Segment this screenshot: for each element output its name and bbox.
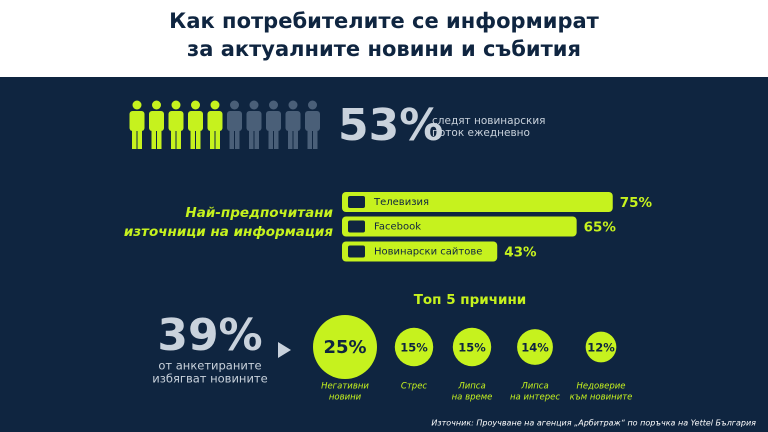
title-line: Как потребителите се информират (169, 9, 599, 33)
source-bar (342, 216, 577, 237)
person-body (227, 111, 242, 131)
reason-circle (452, 327, 492, 367)
person-body (305, 111, 320, 131)
header-band (0, 0, 768, 77)
person-head (152, 100, 161, 110)
reason-label: новини (329, 393, 362, 403)
avoid-text: избягват новините (152, 372, 267, 386)
person-body (285, 111, 301, 131)
reason-value: 15% (400, 341, 428, 355)
source-bar (342, 241, 498, 262)
person-leg (210, 129, 215, 149)
person-leg (151, 129, 156, 149)
avoid-stat: 39% (157, 310, 262, 361)
person-leg (274, 129, 279, 149)
person-head (191, 100, 200, 110)
source-name: Facebook (374, 222, 421, 233)
person-icon (285, 100, 301, 149)
reason-circle (517, 329, 553, 365)
person-body (246, 111, 262, 131)
reason-label: Липса (520, 382, 548, 392)
person-leg (293, 129, 298, 149)
reason-value: 15% (458, 341, 486, 355)
reason-circle (394, 327, 434, 367)
person-head (171, 100, 181, 110)
person-head (132, 100, 142, 110)
person-body (207, 111, 223, 131)
reason-label: към новините (570, 393, 633, 403)
source-bar (342, 192, 613, 212)
daily-stat: 53% (338, 100, 443, 151)
avoid-text: от анкетираните (158, 359, 261, 373)
source-icon (348, 245, 365, 258)
person-leg (157, 129, 162, 149)
source-value: 43% (504, 245, 537, 261)
person-head (210, 100, 220, 110)
person-body (129, 111, 145, 131)
person-leg (196, 129, 201, 149)
person-leg (229, 129, 234, 149)
reason-circle (585, 331, 617, 363)
person-icon (168, 100, 184, 149)
person-icon (149, 100, 164, 149)
person-leg (176, 129, 181, 149)
person-icon (129, 100, 145, 149)
source-name: Телевизия (373, 197, 429, 208)
person-leg (288, 129, 293, 149)
reason-label: на време (452, 393, 493, 403)
person-icon (207, 100, 223, 149)
source-icon (348, 220, 365, 233)
reason-label: Стрес (401, 382, 428, 392)
person-head (230, 100, 239, 110)
source-note: Източник: Проучване на агенция „Арбитраж… (431, 419, 756, 428)
daily-text: следят новинарския (432, 115, 546, 127)
person-leg (313, 129, 318, 149)
person-body (149, 111, 164, 131)
person-leg (249, 129, 254, 149)
person-body (188, 111, 203, 131)
person-leg (307, 129, 312, 149)
person-head (308, 100, 317, 110)
reason-label: Негативни (321, 382, 369, 392)
person-leg (132, 129, 137, 149)
person-icon (305, 100, 320, 149)
person-leg (254, 129, 259, 149)
reason-label: Недоверие (576, 382, 625, 392)
title-line: за актуалните новини и събития (187, 37, 581, 61)
arrow (278, 342, 291, 358)
sources-heading: Най-предпочитани (185, 205, 333, 221)
reasons-title: Топ 5 причини (414, 292, 527, 308)
person-leg (137, 129, 142, 149)
person-head (249, 100, 259, 110)
person-leg (268, 129, 273, 149)
people-icons (129, 100, 320, 149)
source-name: Новинарски сайтове (374, 247, 482, 258)
reason-circle (313, 315, 377, 379)
person-icon (188, 100, 203, 149)
person-leg (215, 129, 220, 149)
person-head (288, 100, 298, 110)
reason-label: Липса (457, 382, 485, 392)
reason-value: 12% (587, 341, 615, 355)
reason-label: на интерес (510, 393, 560, 403)
person-icon (266, 100, 281, 149)
person-leg (190, 129, 195, 149)
person-icon (246, 100, 262, 149)
person-head (269, 100, 278, 110)
source-icon (348, 196, 365, 208)
person-body (168, 111, 184, 131)
reason-value: 25% (323, 337, 366, 358)
person-icon (227, 100, 242, 149)
person-leg (171, 129, 176, 149)
daily-text: поток ежедневно (432, 127, 530, 139)
source-value: 65% (584, 220, 617, 236)
reason-value: 14% (521, 341, 549, 355)
source-bars: Телевизия 75% Facebook 65% Новинарски сайтов… (342, 192, 653, 262)
source-value: 75% (620, 195, 653, 211)
person-body (266, 111, 281, 131)
sources-heading: източници на информация (124, 224, 333, 240)
person-leg (235, 129, 240, 149)
